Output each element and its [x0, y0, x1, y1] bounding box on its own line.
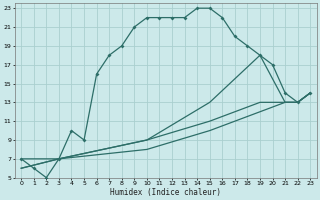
X-axis label: Humidex (Indice chaleur): Humidex (Indice chaleur): [110, 188, 221, 197]
